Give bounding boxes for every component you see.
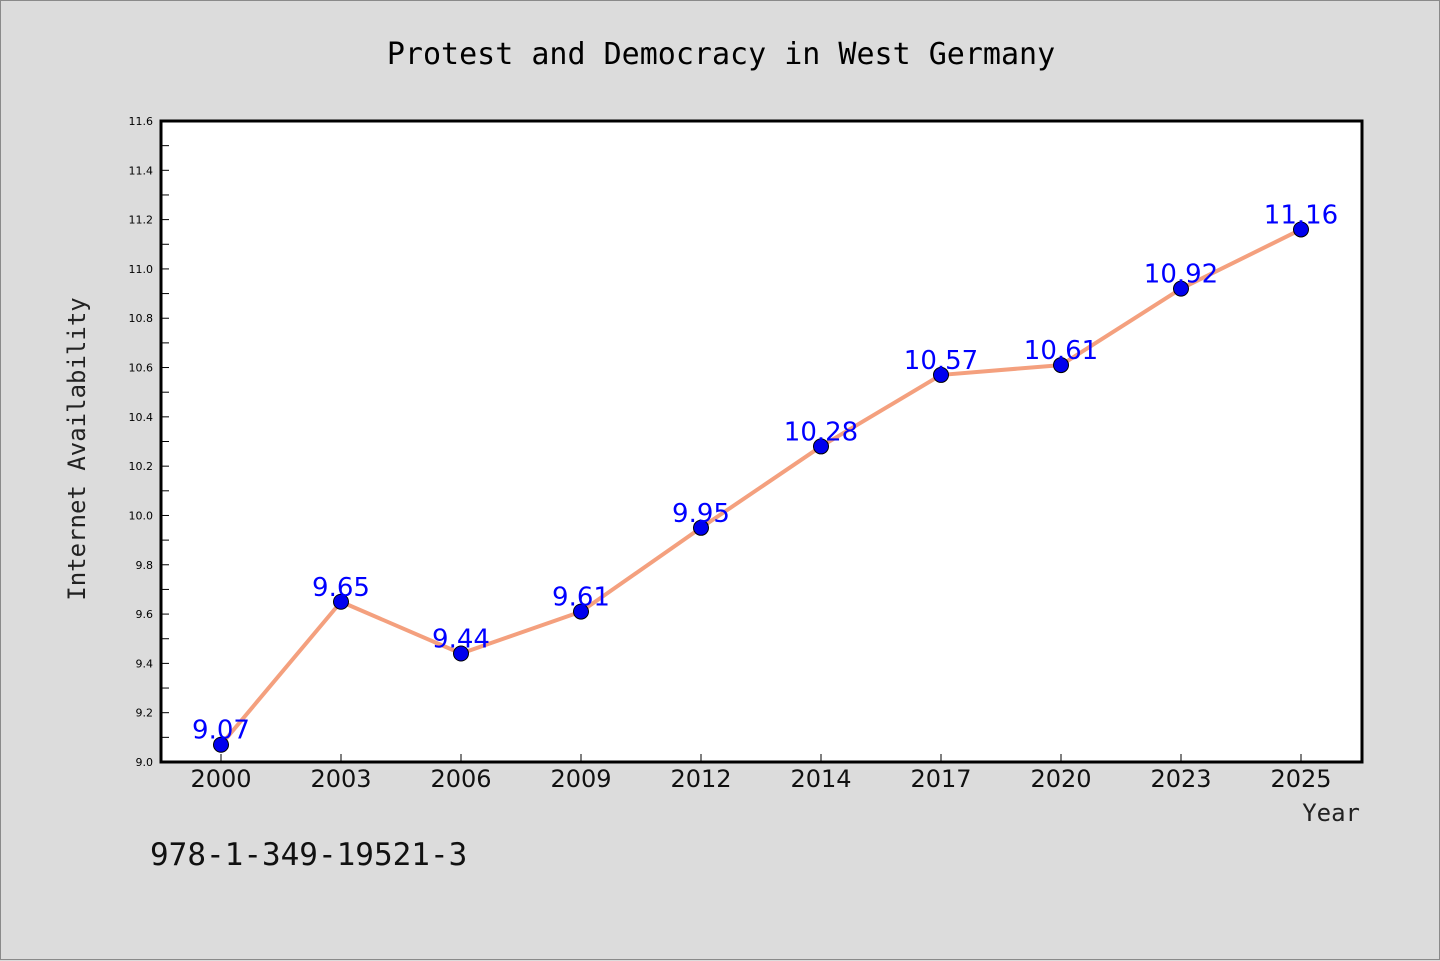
chart-title: Protest and Democracy in West Germany <box>387 37 1055 72</box>
data-label: 9.65 <box>312 573 370 603</box>
x-tick-label: 2020 <box>1030 765 1091 793</box>
y-tick-label: 10.6 <box>129 362 154 375</box>
x-tick-label: 2003 <box>310 765 371 793</box>
y-tick-label: 11.0 <box>129 263 154 276</box>
data-label: 9.95 <box>672 499 730 529</box>
data-label: 10.61 <box>1024 336 1098 366</box>
data-label: 9.44 <box>432 625 490 655</box>
data-label: 11.16 <box>1264 200 1338 230</box>
plot-area <box>159 119 1364 764</box>
y-tick-label: 9.8 <box>136 559 154 572</box>
x-tick-label: 2017 <box>910 765 971 793</box>
data-point-marker <box>213 736 229 753</box>
data-point-marker <box>1293 221 1309 238</box>
data-label: 10.57 <box>904 346 978 376</box>
x-tick-label: 2000 <box>190 765 251 793</box>
x-tick-label: 2012 <box>670 765 731 793</box>
y-tick-label: 10.2 <box>129 460 154 473</box>
data-point-marker <box>693 519 709 536</box>
data-label: 10.92 <box>1144 260 1218 290</box>
data-point-marker <box>453 645 469 662</box>
y-tick-label: 9.2 <box>136 707 154 720</box>
y-axis-label: Internet Availability <box>63 297 91 600</box>
data-point-marker <box>933 366 949 383</box>
y-tick-label: 11.2 <box>129 214 154 227</box>
y-tick-label: 10.4 <box>129 411 154 424</box>
x-tick-label: 2009 <box>550 765 611 793</box>
y-tick-label: 10.0 <box>129 509 154 522</box>
y-tick-label: 11.4 <box>129 164 154 177</box>
data-point-marker <box>1173 280 1189 297</box>
data-label: 9.07 <box>192 716 250 746</box>
x-axis-label: Year <box>1302 799 1360 827</box>
y-tick-label: 9.4 <box>136 657 154 670</box>
y-tick-label: 9.6 <box>136 608 154 621</box>
x-tick-label: 2006 <box>430 765 491 793</box>
y-axis: 9.0 9.2 9.4 9.6 9.8 10.0 10.2 10.4 10.6 10.8 11.0 1… <box>129 115 169 769</box>
data-labels-group: 9.07 9.65 9.44 9.61 9.95 10.28 10.57 10.61 10.92… <box>192 200 1338 745</box>
x-tick-label: 2014 <box>790 765 851 793</box>
y-tick-label: 9.0 <box>136 756 154 769</box>
data-point-marker <box>573 603 589 620</box>
data-point-marker <box>333 593 349 610</box>
y-tick-label: 11.6 <box>129 115 154 128</box>
data-point-marker <box>1053 357 1069 374</box>
series-line <box>219 227 1303 747</box>
series-line-group <box>213 221 1309 753</box>
isbn-footer-text: 978-1-349-19521-3 <box>150 837 467 873</box>
data-label: 10.28 <box>784 417 858 447</box>
x-axis: 2000 2003 2006 2009 2012 2014 2017 2020 2023 2025 <box>190 754 1332 793</box>
x-tick-label: 2025 <box>1270 765 1331 793</box>
data-point-marker <box>813 438 829 455</box>
y-tick-label: 10.8 <box>129 312 154 325</box>
x-tick-label: 2023 <box>1150 765 1211 793</box>
data-label: 9.61 <box>552 583 610 613</box>
